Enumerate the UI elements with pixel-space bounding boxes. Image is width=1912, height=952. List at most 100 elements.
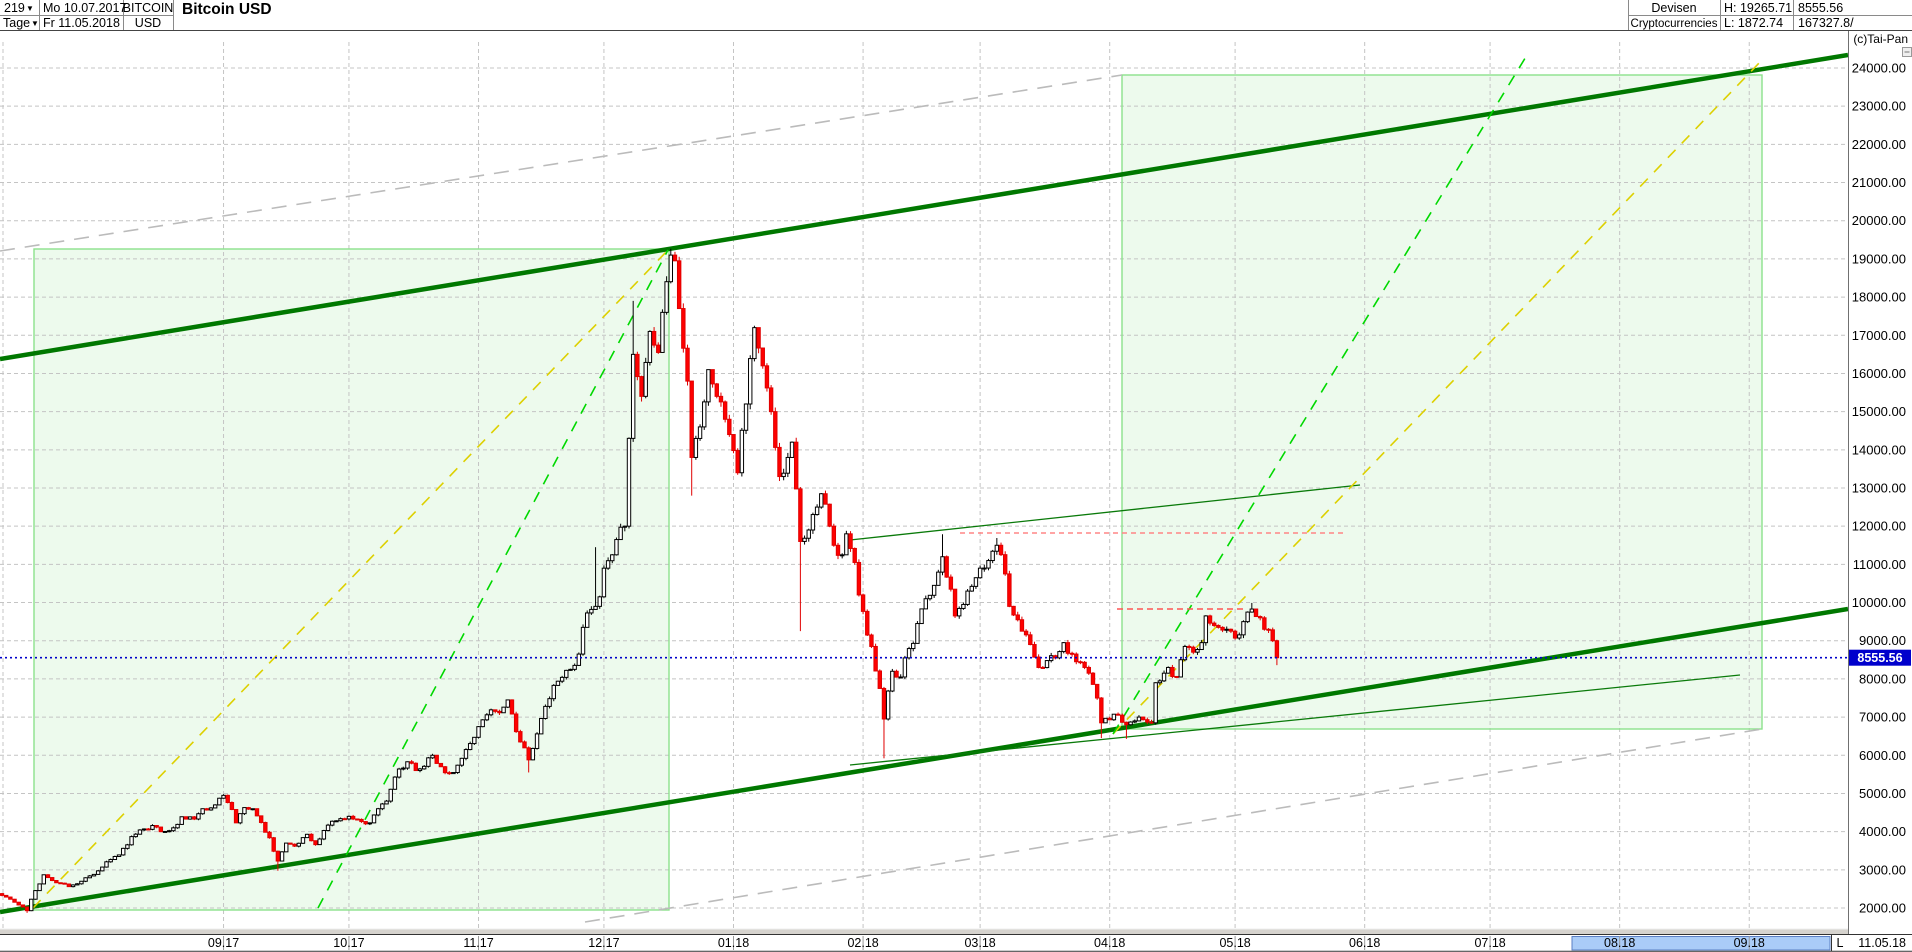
candle-body (350, 815, 356, 820)
candle-body (434, 754, 439, 764)
candle-body (467, 743, 473, 751)
candle-body (986, 560, 991, 569)
candle-body (459, 757, 465, 766)
candle-body (894, 670, 899, 678)
candle-body (802, 537, 807, 542)
candle-body (171, 827, 176, 832)
candle-body (54, 880, 59, 884)
candle-body (1099, 697, 1104, 724)
candle-body (1132, 720, 1137, 723)
bars-count-dropdown[interactable]: 219 (4, 1, 25, 15)
bars-count-dropdown-arrow-icon[interactable]: ▼ (26, 4, 34, 13)
candle-body (233, 808, 239, 824)
candle-body (739, 429, 745, 474)
candle-body (973, 577, 979, 587)
candle-body (848, 533, 853, 549)
candle-body (1011, 605, 1016, 616)
candle-body (246, 807, 251, 810)
candle-body (1157, 680, 1163, 684)
header-grid (0, 0, 1912, 31)
green-fan-right (1112, 54, 1528, 735)
candle-body (676, 260, 682, 310)
candle-body (773, 411, 778, 448)
candle-body (121, 847, 126, 856)
candle-body (860, 594, 866, 612)
candle-body (877, 670, 882, 689)
upper-channel-line (0, 52, 1848, 362)
candle-body (338, 818, 343, 822)
price-tick-label: 16000.00 (1852, 366, 1906, 381)
candle-body (417, 768, 423, 772)
candle-body (1212, 622, 1217, 626)
candle-body (70, 884, 76, 888)
timeframe-dropdown-arrow-icon[interactable]: ▼ (31, 19, 39, 28)
minimize-icon[interactable] (1902, 47, 1912, 57)
candle-body (0, 893, 5, 896)
candle-body (200, 808, 205, 815)
candle-body (1199, 642, 1204, 651)
candle-body (300, 837, 306, 844)
candle-body (158, 826, 164, 833)
candle-body (568, 668, 573, 671)
candle-body (1015, 614, 1020, 621)
category-subname: Cryptocurrencies (1631, 18, 1718, 30)
price-tick-label: 14000.00 (1852, 442, 1906, 457)
price-tick-label: 15000.00 (1852, 404, 1906, 419)
candle-body (183, 816, 189, 820)
price-tick-label: 11000.00 (1853, 557, 1906, 572)
yellow-fan-left (32, 249, 669, 909)
candle-body (994, 544, 1000, 552)
candle-body (133, 833, 138, 838)
candle-body (952, 588, 958, 617)
candle-body (1007, 573, 1012, 607)
candle-body (547, 698, 552, 707)
candle-body (539, 718, 544, 735)
candle-body (781, 472, 786, 478)
candle-body (601, 567, 607, 598)
last-bar-marker: L (1837, 936, 1844, 950)
candle-body (927, 594, 933, 600)
candle-body (819, 493, 824, 508)
candle-body (167, 830, 172, 833)
candle-body (1082, 661, 1087, 668)
time-axis: 09.17 10.17 11.17 12.17 01.18 02.18 03.18 04.18… (0, 928, 1912, 952)
volume-info: 167327.8/ (1798, 16, 1854, 30)
candle-body (890, 670, 895, 692)
timeframe-dropdown[interactable]: Tage (3, 16, 30, 30)
candle-body (100, 866, 105, 872)
candle-body (1057, 651, 1062, 659)
candle-body (505, 699, 510, 708)
candle-body (108, 859, 113, 863)
month-label: 11.17 (463, 936, 493, 950)
candle-body (1036, 656, 1041, 668)
candle-body (447, 772, 452, 775)
candle-body (923, 598, 928, 610)
candle-body (1111, 713, 1117, 721)
candle-body (1115, 713, 1121, 716)
price-tick-label: 9000.00 (1859, 633, 1906, 648)
candle-body (656, 344, 661, 353)
candle-body (380, 803, 385, 810)
price-tick-label: 22000.00 (1852, 137, 1906, 152)
candle-body (1257, 616, 1263, 619)
candle-body (1090, 672, 1096, 685)
candle-body (789, 441, 795, 458)
candle-body (852, 547, 857, 563)
candle-body (777, 446, 782, 478)
candle-body (1241, 621, 1246, 636)
candle-body (559, 676, 565, 682)
candle-body (639, 376, 644, 397)
candle-body (969, 585, 974, 592)
candle-body (814, 506, 820, 516)
candle-body (551, 684, 556, 700)
price-tick-label: 20000.00 (1852, 213, 1906, 228)
old-channel-lower (584, 728, 1763, 923)
candle-body (1120, 714, 1125, 723)
candle-body (906, 648, 912, 659)
candle-body (1174, 675, 1179, 678)
candle-body (931, 584, 937, 596)
candle-body (1228, 628, 1234, 632)
candle-body (484, 714, 490, 721)
minor-trendline-low (849, 674, 1741, 766)
